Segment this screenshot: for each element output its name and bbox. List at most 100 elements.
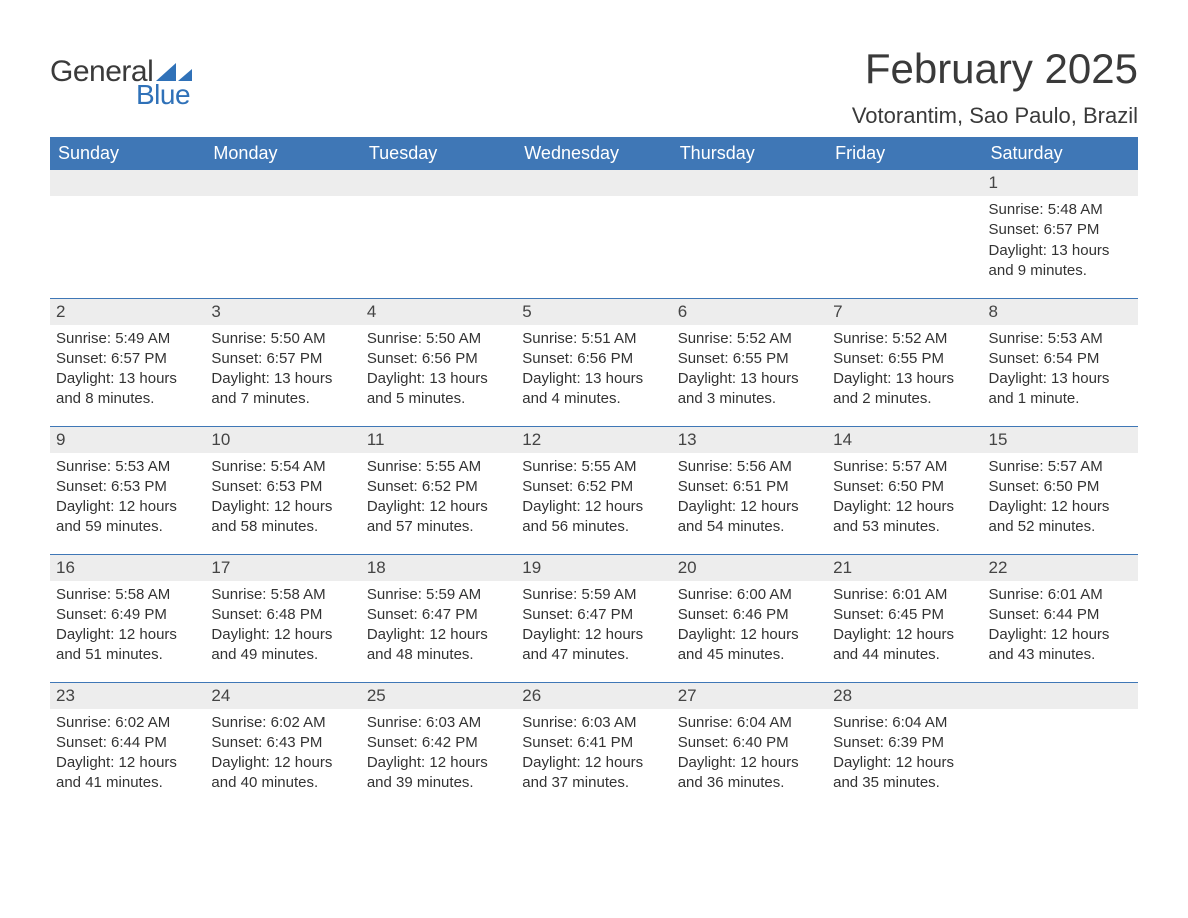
calendar-day-cell — [672, 170, 827, 298]
daylight-line: Daylight: 12 hours and 57 minutes. — [367, 497, 510, 538]
calendar-day-cell: 20Sunrise: 6:00 AMSunset: 6:46 PMDayligh… — [672, 554, 827, 682]
day-details: Sunrise: 6:03 AMSunset: 6:42 PMDaylight:… — [361, 709, 516, 800]
sunrise-line: Sunrise: 5:51 AM — [522, 329, 665, 349]
day-number — [827, 170, 982, 196]
location-text: Votorantim, Sao Paulo, Brazil — [852, 103, 1138, 129]
daylight-line: Daylight: 13 hours and 4 minutes. — [522, 369, 665, 410]
calendar-day-cell: 10Sunrise: 5:54 AMSunset: 6:53 PMDayligh… — [205, 426, 360, 554]
calendar-day-cell — [205, 170, 360, 298]
day-number — [983, 683, 1138, 709]
calendar-week-row: 23Sunrise: 6:02 AMSunset: 6:44 PMDayligh… — [50, 682, 1138, 810]
calendar-day-cell: 7Sunrise: 5:52 AMSunset: 6:55 PMDaylight… — [827, 298, 982, 426]
day-details: Sunrise: 6:04 AMSunset: 6:39 PMDaylight:… — [827, 709, 982, 800]
day-number: 18 — [361, 555, 516, 581]
day-details: Sunrise: 5:50 AMSunset: 6:56 PMDaylight:… — [361, 325, 516, 416]
sunrise-line: Sunrise: 5:54 AM — [211, 457, 354, 477]
sunset-line: Sunset: 6:42 PM — [367, 733, 510, 753]
daylight-line: Daylight: 12 hours and 51 minutes. — [56, 625, 199, 666]
weekday-header-row: SundayMondayTuesdayWednesdayThursdayFrid… — [50, 137, 1138, 170]
day-details: Sunrise: 5:48 AMSunset: 6:57 PMDaylight:… — [983, 196, 1138, 287]
day-details: Sunrise: 6:00 AMSunset: 6:46 PMDaylight:… — [672, 581, 827, 672]
sunset-line: Sunset: 6:47 PM — [522, 605, 665, 625]
sunrise-line: Sunrise: 5:59 AM — [522, 585, 665, 605]
daylight-line: Daylight: 12 hours and 36 minutes. — [678, 753, 821, 794]
sunrise-line: Sunrise: 5:56 AM — [678, 457, 821, 477]
daylight-line: Daylight: 12 hours and 59 minutes. — [56, 497, 199, 538]
daylight-line: Daylight: 12 hours and 58 minutes. — [211, 497, 354, 538]
sunrise-line: Sunrise: 5:48 AM — [989, 200, 1132, 220]
day-details: Sunrise: 5:56 AMSunset: 6:51 PMDaylight:… — [672, 453, 827, 544]
sunrise-line: Sunrise: 5:58 AM — [211, 585, 354, 605]
sunrise-line: Sunrise: 6:02 AM — [211, 713, 354, 733]
weekday-header: Sunday — [50, 137, 205, 170]
sunrise-line: Sunrise: 6:01 AM — [989, 585, 1132, 605]
weekday-header: Thursday — [672, 137, 827, 170]
day-details: Sunrise: 5:59 AMSunset: 6:47 PMDaylight:… — [361, 581, 516, 672]
calendar-day-cell — [516, 170, 671, 298]
sunset-line: Sunset: 6:44 PM — [56, 733, 199, 753]
day-number: 11 — [361, 427, 516, 453]
sunset-line: Sunset: 6:57 PM — [211, 349, 354, 369]
sunrise-line: Sunrise: 5:59 AM — [367, 585, 510, 605]
day-details: Sunrise: 5:52 AMSunset: 6:55 PMDaylight:… — [827, 325, 982, 416]
day-number: 20 — [672, 555, 827, 581]
day-number — [205, 170, 360, 196]
daylight-line: Daylight: 12 hours and 49 minutes. — [211, 625, 354, 666]
day-number: 19 — [516, 555, 671, 581]
calendar-day-cell — [50, 170, 205, 298]
day-details: Sunrise: 5:53 AMSunset: 6:54 PMDaylight:… — [983, 325, 1138, 416]
calendar-day-cell: 19Sunrise: 5:59 AMSunset: 6:47 PMDayligh… — [516, 554, 671, 682]
day-number: 7 — [827, 299, 982, 325]
sunset-line: Sunset: 6:53 PM — [56, 477, 199, 497]
sunset-line: Sunset: 6:50 PM — [989, 477, 1132, 497]
day-details: Sunrise: 5:55 AMSunset: 6:52 PMDaylight:… — [361, 453, 516, 544]
sunset-line: Sunset: 6:51 PM — [678, 477, 821, 497]
day-details: Sunrise: 5:57 AMSunset: 6:50 PMDaylight:… — [983, 453, 1138, 544]
sunrise-line: Sunrise: 6:04 AM — [678, 713, 821, 733]
daylight-line: Daylight: 12 hours and 35 minutes. — [833, 753, 976, 794]
weekday-header: Wednesday — [516, 137, 671, 170]
daylight-line: Daylight: 12 hours and 43 minutes. — [989, 625, 1132, 666]
sunset-line: Sunset: 6:41 PM — [522, 733, 665, 753]
weekday-header: Friday — [827, 137, 982, 170]
day-details: Sunrise: 5:51 AMSunset: 6:56 PMDaylight:… — [516, 325, 671, 416]
day-details: Sunrise: 5:50 AMSunset: 6:57 PMDaylight:… — [205, 325, 360, 416]
day-number: 24 — [205, 683, 360, 709]
month-title: February 2025 — [852, 45, 1138, 93]
sunrise-line: Sunrise: 6:01 AM — [833, 585, 976, 605]
day-number: 15 — [983, 427, 1138, 453]
sunrise-line: Sunrise: 5:49 AM — [56, 329, 199, 349]
calendar-day-cell: 21Sunrise: 6:01 AMSunset: 6:45 PMDayligh… — [827, 554, 982, 682]
weekday-header: Saturday — [983, 137, 1138, 170]
sunrise-line: Sunrise: 5:58 AM — [56, 585, 199, 605]
day-number: 2 — [50, 299, 205, 325]
sunset-line: Sunset: 6:45 PM — [833, 605, 976, 625]
daylight-line: Daylight: 12 hours and 48 minutes. — [367, 625, 510, 666]
calendar-day-cell: 24Sunrise: 6:02 AMSunset: 6:43 PMDayligh… — [205, 682, 360, 810]
sunrise-line: Sunrise: 5:50 AM — [367, 329, 510, 349]
calendar-day-cell: 16Sunrise: 5:58 AMSunset: 6:49 PMDayligh… — [50, 554, 205, 682]
sunset-line: Sunset: 6:47 PM — [367, 605, 510, 625]
day-number — [516, 170, 671, 196]
day-number — [672, 170, 827, 196]
sunset-line: Sunset: 6:50 PM — [833, 477, 976, 497]
sunrise-line: Sunrise: 6:02 AM — [56, 713, 199, 733]
calendar-week-row: 9Sunrise: 5:53 AMSunset: 6:53 PMDaylight… — [50, 426, 1138, 554]
day-details: Sunrise: 6:01 AMSunset: 6:45 PMDaylight:… — [827, 581, 982, 672]
sunrise-line: Sunrise: 5:52 AM — [833, 329, 976, 349]
day-details: Sunrise: 5:54 AMSunset: 6:53 PMDaylight:… — [205, 453, 360, 544]
sunset-line: Sunset: 6:40 PM — [678, 733, 821, 753]
sunset-line: Sunset: 6:55 PM — [678, 349, 821, 369]
sunrise-line: Sunrise: 5:50 AM — [211, 329, 354, 349]
sunset-line: Sunset: 6:44 PM — [989, 605, 1132, 625]
daylight-line: Daylight: 13 hours and 1 minute. — [989, 369, 1132, 410]
calendar-day-cell: 18Sunrise: 5:59 AMSunset: 6:47 PMDayligh… — [361, 554, 516, 682]
calendar-day-cell: 11Sunrise: 5:55 AMSunset: 6:52 PMDayligh… — [361, 426, 516, 554]
daylight-line: Daylight: 12 hours and 53 minutes. — [833, 497, 976, 538]
brand-word-blue: Blue — [136, 79, 190, 111]
sunset-line: Sunset: 6:54 PM — [989, 349, 1132, 369]
daylight-line: Daylight: 12 hours and 45 minutes. — [678, 625, 821, 666]
calendar-day-cell: 15Sunrise: 5:57 AMSunset: 6:50 PMDayligh… — [983, 426, 1138, 554]
daylight-line: Daylight: 13 hours and 3 minutes. — [678, 369, 821, 410]
day-number: 26 — [516, 683, 671, 709]
